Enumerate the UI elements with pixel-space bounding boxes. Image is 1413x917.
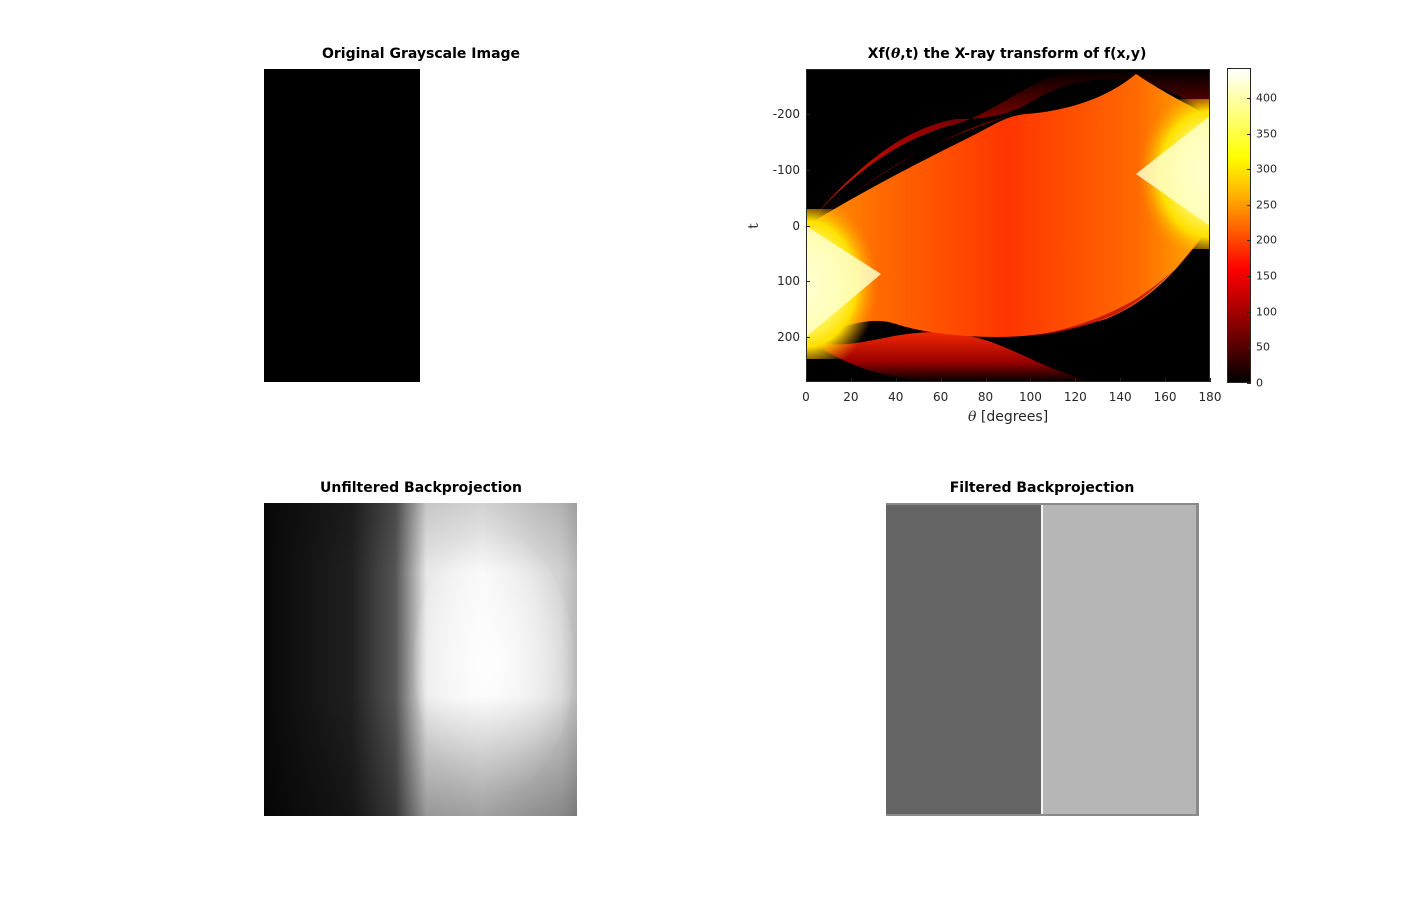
filtered-right-edge: [1196, 503, 1199, 816]
x-tick-label: 0: [802, 390, 810, 404]
colorbar-tick-label: 400: [1256, 91, 1277, 105]
y-tick-mark: [806, 281, 810, 283]
colorbar-tick-label: 150: [1256, 269, 1277, 283]
x-tick-label: 40: [888, 390, 904, 404]
colorbar-tick-label: 250: [1256, 198, 1277, 212]
colorbar-tick-mark: [1247, 133, 1251, 135]
xray-title-prefix: Xf(: [867, 46, 891, 62]
x-tick-mark: [1165, 378, 1167, 382]
colorbar-tick-mark: [1247, 347, 1251, 349]
y-tick-label: -100: [772, 162, 800, 177]
unfiltered-top-shade: [264, 503, 577, 573]
y-tick-mark: [806, 225, 810, 227]
unfiltered-glow: [414, 533, 574, 793]
y-tick-label: 0: [792, 218, 800, 233]
y-tick-label: 100: [777, 274, 800, 289]
x-tick-mark: [1210, 378, 1211, 382]
y-tick-mark: [806, 113, 810, 115]
x-tick-label: 140: [1108, 390, 1132, 404]
x-tick-mark: [985, 378, 987, 382]
original-image: [264, 69, 420, 382]
xray-y-axis-label: t: [745, 223, 762, 229]
xray-transform-title: Xf(θ,t) the X-ray transform of f(x,y): [868, 46, 1147, 62]
colorbar-tick-mark: [1247, 311, 1251, 313]
x-tick-mark: [806, 378, 807, 382]
xray-colorbar: [1227, 68, 1251, 383]
x-axis-label-theta: θ: [968, 409, 977, 425]
x-tick-label: 180: [1198, 390, 1222, 404]
sinogram-outer-band-upper: [806, 69, 1210, 226]
xray-title-suffix: ,t) the X-ray transform of f(x,y): [900, 46, 1147, 62]
x-tick-label: 20: [843, 390, 859, 404]
x-tick-mark: [850, 378, 852, 382]
filtered-left-region: [886, 503, 1041, 816]
filtered-backprojection-image: [886, 503, 1199, 816]
x-tick-mark: [1120, 378, 1122, 382]
x-axis-label-text: [degrees]: [976, 409, 1049, 425]
unfiltered-bottom-shade: [264, 696, 577, 816]
unfiltered-backprojection-title: Unfiltered Backprojection: [320, 480, 522, 496]
y-tick-label: -200: [772, 106, 800, 121]
colorbar-tick-label: 0: [1256, 376, 1263, 390]
xray-x-axis-label: θ [degrees]: [968, 409, 1048, 425]
colorbar-tick-mark: [1247, 169, 1251, 171]
x-tick-label: 80: [977, 390, 994, 404]
colorbar-tick-label: 350: [1256, 127, 1277, 141]
filtered-right-region: [1043, 503, 1196, 816]
sinogram-wedge-left: [806, 226, 881, 337]
filtered-top-edge: [886, 503, 1199, 505]
original-image-title: Original Grayscale Image: [321, 46, 521, 62]
sinogram-wedge-right: [1136, 116, 1210, 226]
colorbar-tick-label: 50: [1256, 340, 1270, 354]
xray-sinogram-plot: [806, 69, 1210, 382]
x-tick-mark: [895, 378, 897, 382]
colorbar-tick-mark: [1247, 97, 1251, 99]
x-tick-label: 160: [1153, 390, 1177, 404]
filtered-backprojection-title: Filtered Backprojection: [949, 480, 1135, 496]
x-tick-label: 100: [1018, 390, 1042, 404]
filtered-bottom-edge: [886, 814, 1199, 816]
x-tick-mark: [940, 378, 942, 382]
colorbar-tick-label: 200: [1256, 233, 1277, 247]
unfiltered-backprojection-image: [264, 503, 577, 816]
colorbar-tick-label: 300: [1256, 162, 1277, 176]
colorbar-tick-mark: [1247, 383, 1251, 384]
y-tick-mark: [806, 337, 810, 339]
x-tick-label: 120: [1063, 390, 1087, 404]
y-tick-label: 200: [777, 330, 800, 345]
x-tick-label: 60: [933, 390, 949, 404]
colorbar-tick-label: 100: [1256, 305, 1277, 319]
colorbar-tick-mark: [1247, 276, 1251, 278]
x-tick-mark: [1030, 378, 1032, 382]
xray-title-theta: θ: [890, 46, 901, 62]
y-tick-mark: [806, 169, 810, 171]
colorbar-tick-mark: [1247, 240, 1251, 242]
colorbar-tick-mark: [1247, 204, 1251, 206]
x-tick-mark: [1075, 378, 1077, 382]
filtered-edge-line: [1041, 503, 1043, 816]
